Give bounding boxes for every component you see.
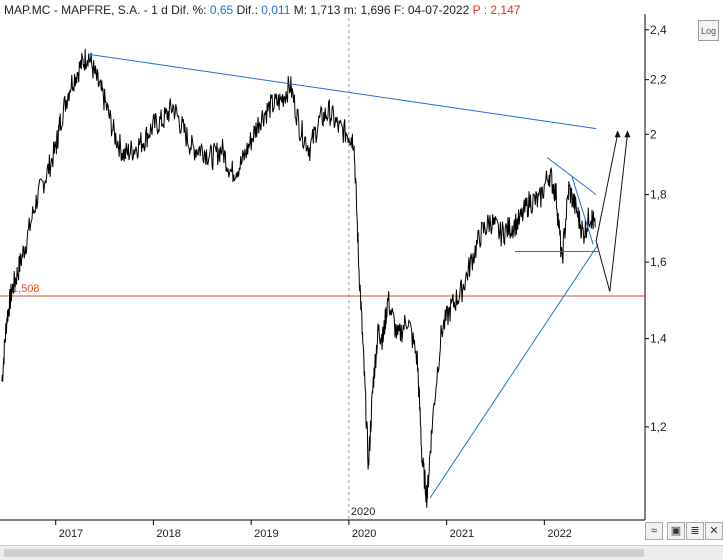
y-tick-label: 1,4 <box>650 332 667 346</box>
x-tick-label: 2018 <box>156 528 180 540</box>
annotation-projection-up[interactable] <box>595 134 619 242</box>
arrowhead <box>614 130 621 138</box>
annotation-projection-dip[interactable] <box>595 134 628 292</box>
y-tick-label: 1,2 <box>650 420 667 434</box>
y-tick-label: 2 <box>650 127 657 141</box>
wave-icon[interactable]: ≈ <box>645 522 663 540</box>
scrollbar-thumb[interactable] <box>4 549 644 557</box>
x-tick-label: 2021 <box>450 528 474 540</box>
date-value: 04-07-2022 <box>407 3 470 17</box>
symbol-label: MAP.MC - MAPFRE, S.A. - <box>4 3 148 17</box>
dif-pct-value: 0,65 <box>209 3 234 17</box>
y-tick-label: 1,8 <box>650 188 667 202</box>
x-tick-label: 2022 <box>547 528 571 540</box>
y-tick-label: 2,4 <box>650 23 667 37</box>
y-tick-label: 1,6 <box>650 255 667 269</box>
min-value: 1,696 <box>360 3 391 17</box>
annotation-uptrend[interactable] <box>429 244 599 499</box>
date-label: F: <box>393 3 405 17</box>
price-label: P : <box>472 3 488 17</box>
log-scale-button[interactable]: Log <box>698 20 719 41</box>
price-series-line <box>1 48 596 508</box>
x-tick-label: 2019 <box>254 528 278 540</box>
y-tick-label: 2,2 <box>650 73 667 87</box>
horizontal-scrollbar[interactable] <box>0 545 723 560</box>
period-label[interactable]: 1 d <box>151 3 168 17</box>
chart-toolbar: ≈ ▣ ≣ ✕ <box>643 521 723 543</box>
max-value: 1,713 <box>310 3 341 17</box>
max-label: M: <box>293 3 308 17</box>
arrowhead <box>624 130 631 138</box>
price-value: 2,147 <box>490 3 521 17</box>
x-tick-label: 2020 <box>352 528 376 540</box>
dif-value: 0,011 <box>261 3 291 17</box>
x-tick-label: 2017 <box>59 528 83 540</box>
close-icon[interactable]: ✕ <box>705 522 723 540</box>
min-label: m: <box>343 3 358 17</box>
dif-pct-label: Dif. %: <box>171 3 207 17</box>
annotation-triangle-upper-2[interactable] <box>571 175 594 245</box>
save-icon[interactable]: ▣ <box>667 522 685 540</box>
properties-icon[interactable]: ≣ <box>686 522 704 540</box>
support-line-label: 1,508 <box>12 283 40 295</box>
year-marker-label: 2020 <box>351 506 375 518</box>
dif-label: Dif.: <box>236 3 258 17</box>
annotation-resistance[interactable] <box>87 53 597 130</box>
chart-header: MAP.MC - MAPFRE, S.A. - 1 d Dif. %: 0,65… <box>4 3 520 17</box>
